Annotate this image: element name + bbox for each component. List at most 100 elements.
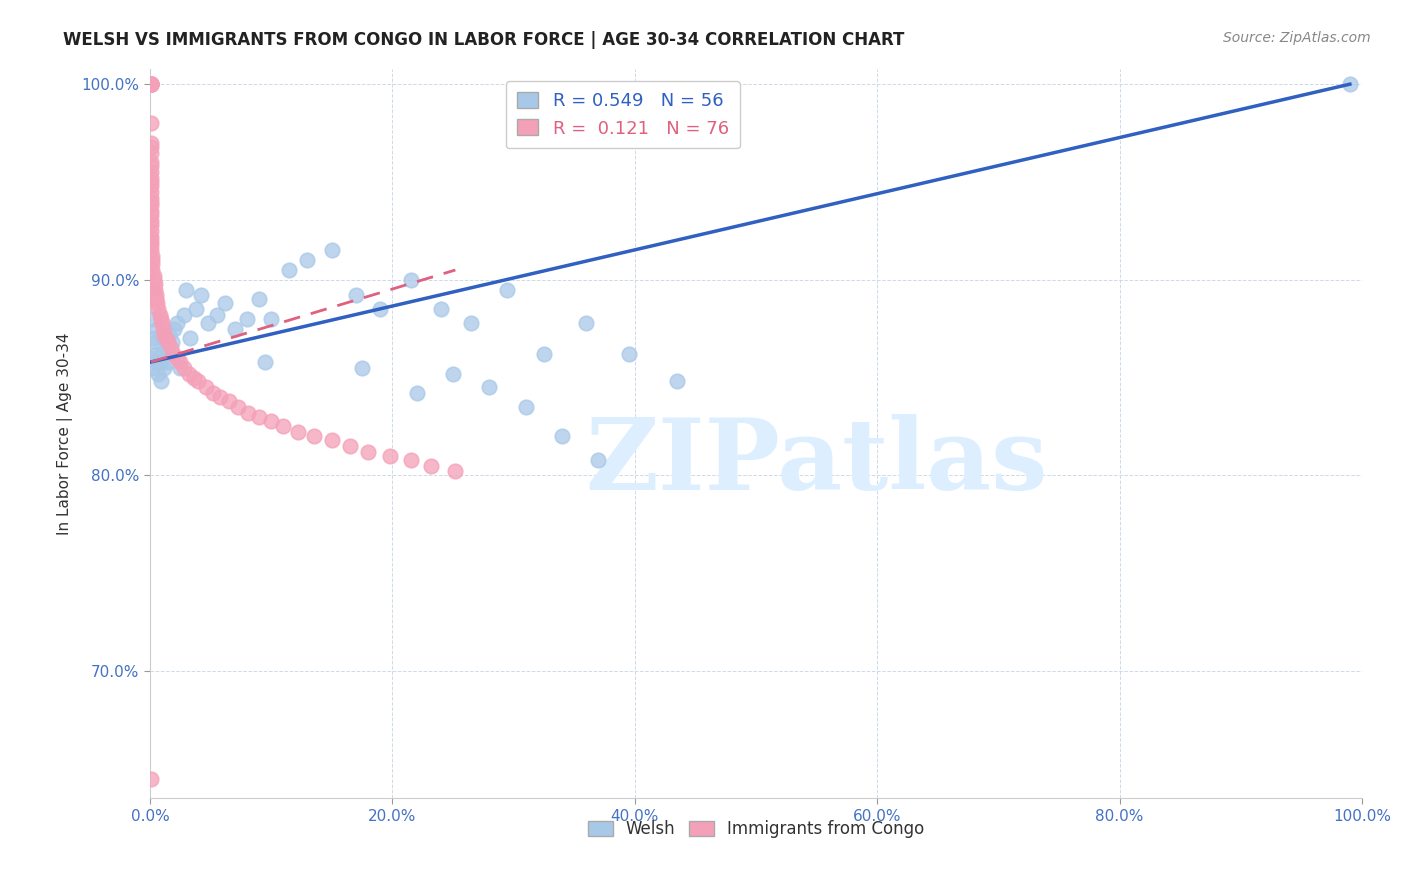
Point xyxy=(142,331,165,345)
Point xyxy=(160,335,183,350)
Point xyxy=(166,351,188,365)
Point xyxy=(177,367,200,381)
Point xyxy=(247,293,270,307)
Point xyxy=(143,277,166,291)
Point xyxy=(150,347,173,361)
Point xyxy=(321,433,343,447)
Point xyxy=(155,331,177,345)
Point xyxy=(515,400,537,414)
Point xyxy=(405,386,427,401)
Text: Source: ZipAtlas.com: Source: ZipAtlas.com xyxy=(1223,31,1371,45)
Point xyxy=(139,218,162,232)
Point xyxy=(588,452,610,467)
Point xyxy=(420,458,443,473)
Point xyxy=(139,155,162,169)
Point xyxy=(139,136,162,150)
Point xyxy=(157,355,180,369)
Point xyxy=(617,347,640,361)
Point xyxy=(430,302,453,317)
Point xyxy=(145,288,167,302)
Legend: Welsh, Immigrants from Congo: Welsh, Immigrants from Congo xyxy=(581,814,931,845)
Point xyxy=(141,257,163,271)
Point xyxy=(149,375,172,389)
Point xyxy=(551,429,574,443)
Point xyxy=(357,445,380,459)
Point xyxy=(141,253,163,268)
Point xyxy=(139,191,162,205)
Point xyxy=(344,288,367,302)
Y-axis label: In Labor Force | Age 30-34: In Labor Force | Age 30-34 xyxy=(58,332,73,534)
Point xyxy=(143,283,166,297)
Point xyxy=(218,394,240,409)
Point xyxy=(142,273,165,287)
Point xyxy=(496,283,519,297)
Point xyxy=(197,316,219,330)
Point xyxy=(139,77,162,91)
Point xyxy=(247,409,270,424)
Point xyxy=(141,360,163,375)
Point xyxy=(236,312,259,326)
Point xyxy=(139,175,162,189)
Point xyxy=(150,316,173,330)
Point xyxy=(139,244,162,258)
Point xyxy=(139,77,162,91)
Point xyxy=(533,347,555,361)
Point xyxy=(139,116,162,130)
Point xyxy=(155,341,177,355)
Point xyxy=(169,360,191,375)
Point xyxy=(139,198,162,212)
Point xyxy=(142,268,165,283)
Point xyxy=(139,159,162,173)
Point xyxy=(278,263,301,277)
Point xyxy=(139,224,162,238)
Point xyxy=(139,77,162,91)
Point xyxy=(157,327,180,342)
Point xyxy=(152,321,174,335)
Point xyxy=(141,283,163,297)
Point xyxy=(139,194,162,209)
Point xyxy=(194,380,217,394)
Point xyxy=(287,425,309,440)
Point xyxy=(141,249,163,263)
Point xyxy=(145,347,167,361)
Point xyxy=(187,375,209,389)
Point xyxy=(190,288,212,302)
Point xyxy=(139,77,162,91)
Point xyxy=(149,355,172,369)
Point xyxy=(149,308,172,322)
Point xyxy=(139,77,162,91)
Point xyxy=(209,390,232,404)
Point xyxy=(139,185,162,199)
Point xyxy=(139,208,162,222)
Point xyxy=(162,347,184,361)
Point xyxy=(201,386,224,401)
Point xyxy=(368,302,391,317)
Point xyxy=(228,400,250,414)
Point xyxy=(174,283,197,297)
Point xyxy=(1339,77,1361,91)
Point xyxy=(666,375,689,389)
Point xyxy=(224,321,246,335)
Point xyxy=(153,327,176,342)
Point xyxy=(173,308,195,322)
Point xyxy=(271,419,294,434)
Point xyxy=(350,360,373,375)
Point xyxy=(139,234,162,248)
Point xyxy=(148,302,170,317)
Point xyxy=(378,449,401,463)
Point xyxy=(142,312,165,326)
Point xyxy=(441,367,464,381)
Point xyxy=(205,308,228,322)
Point xyxy=(157,335,180,350)
Point xyxy=(163,321,186,335)
Point xyxy=(153,360,176,375)
Point xyxy=(173,360,195,375)
Point xyxy=(166,316,188,330)
Point xyxy=(302,429,325,443)
Point xyxy=(143,355,166,369)
Point xyxy=(179,331,201,345)
Point xyxy=(159,341,181,355)
Point xyxy=(139,351,162,365)
Point xyxy=(169,355,191,369)
Point xyxy=(260,414,283,428)
